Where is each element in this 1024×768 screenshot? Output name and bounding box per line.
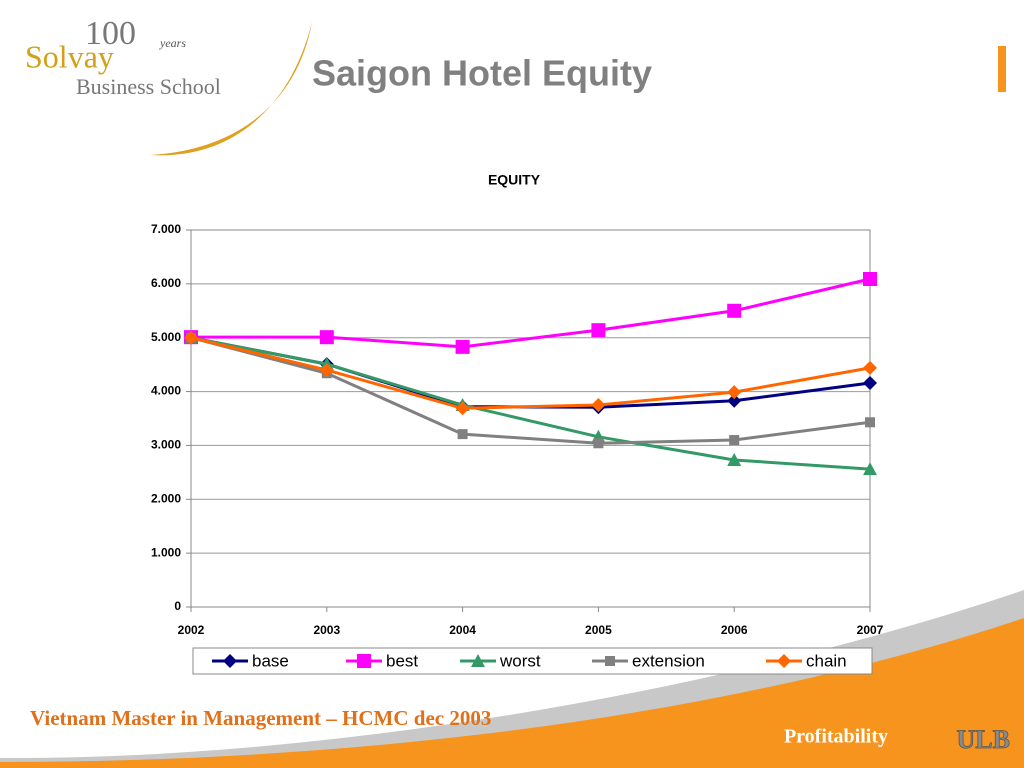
legend-label: worst (499, 651, 541, 670)
marker (591, 398, 606, 413)
marker (223, 654, 237, 668)
marker (357, 654, 371, 668)
legend-label: chain (806, 651, 847, 670)
marker (727, 452, 742, 466)
series-line (190, 336, 871, 445)
x-tick-label: 2007 (857, 623, 884, 637)
marker (457, 429, 468, 440)
y-tick-label: 0 (174, 599, 181, 613)
marker (729, 435, 740, 446)
logo-solvay: Solvay (25, 38, 114, 74)
plot-frame (190, 229, 871, 608)
marker (727, 385, 742, 400)
logo-years: years (159, 36, 186, 50)
series-line (191, 277, 871, 349)
marker (471, 654, 485, 667)
x-tick-label: 2005 (585, 623, 612, 637)
x-tick-label: 2006 (721, 623, 748, 637)
footer-badge: ULB (957, 725, 1010, 754)
y-tick-label: 7.000 (151, 222, 181, 236)
marker (184, 330, 198, 345)
slide-title: Saigon Hotel Equity (312, 53, 652, 94)
chart-title: EQUITY (488, 172, 541, 188)
logo-school: Business School (76, 74, 221, 99)
footer-swoosh (0, 618, 1024, 768)
accent-bar (998, 46, 1006, 92)
marker (727, 393, 742, 408)
legend-label: base (252, 651, 289, 670)
y-tick-label: 2.000 (151, 491, 181, 505)
marker (863, 375, 877, 390)
marker (319, 330, 334, 345)
y-tick-label: 1.000 (151, 545, 181, 559)
y-tick-label: 4.000 (151, 384, 181, 398)
legend-box (192, 647, 873, 675)
x-tick-label: 2002 (178, 623, 205, 637)
series-line (190, 336, 871, 409)
x-tick-label: 2003 (313, 623, 340, 637)
marker (319, 363, 334, 378)
marker (591, 323, 606, 338)
marker (863, 272, 877, 287)
footer-right: Profitability (784, 726, 888, 748)
footer-left: Vietnam Master in Management – HCMC dec … (30, 706, 491, 730)
series-line (190, 336, 871, 410)
y-tick-label: 5.000 (151, 330, 181, 344)
x-tick-label: 2004 (449, 623, 476, 637)
marker (865, 417, 875, 428)
legend-label: extension (632, 651, 705, 670)
marker (593, 438, 604, 449)
y-tick-label: 3.000 (151, 438, 181, 452)
marker (777, 654, 791, 668)
y-tick-label: 6.000 (151, 276, 181, 290)
marker (605, 656, 615, 666)
logo-100: 100 (85, 15, 136, 52)
plot: 0 1.000 2.000 3.000 4.000 5.000 6.000 7.000 2002… (151, 222, 884, 675)
marker (863, 360, 877, 375)
marker (863, 462, 877, 476)
legend-label: best (386, 651, 418, 670)
marker (727, 303, 742, 318)
marker (455, 401, 470, 416)
marker (455, 339, 470, 354)
series-line (190, 336, 871, 471)
